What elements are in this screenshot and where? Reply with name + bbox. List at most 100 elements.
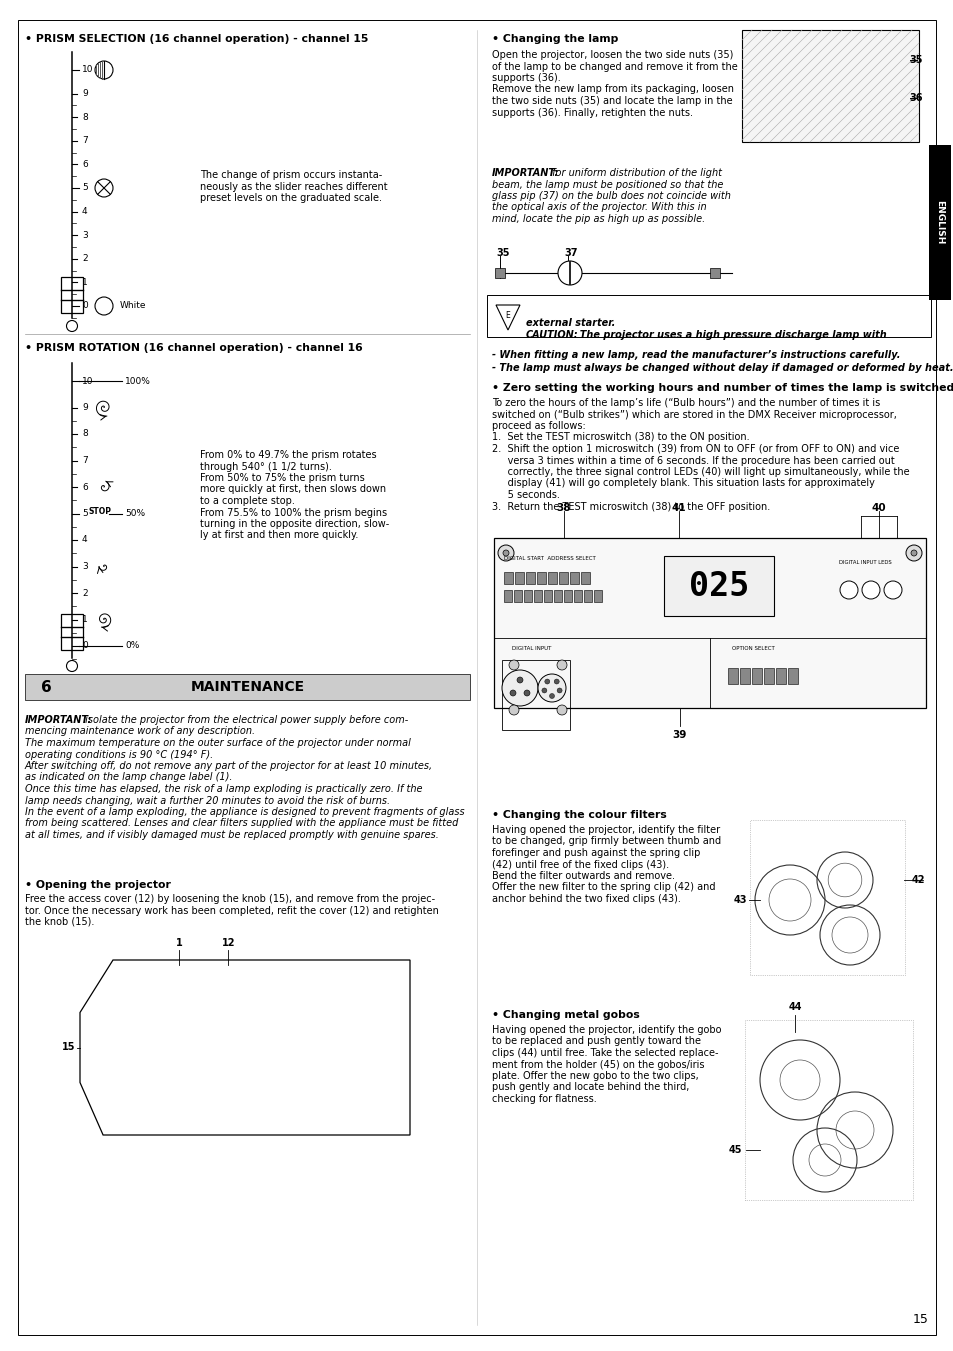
Text: • PRISM SELECTION (16 channel operation) - channel 15: • PRISM SELECTION (16 channel operation)… [25, 34, 368, 45]
Text: 7: 7 [82, 136, 88, 146]
Text: E: E [505, 311, 510, 319]
Text: 100%: 100% [125, 377, 151, 385]
Text: • PRISM ROTATION (16 channel operation) - channel 16: • PRISM ROTATION (16 channel operation) … [25, 343, 362, 353]
Bar [547, 571, 557, 584]
Bar [554, 590, 561, 603]
Text: for uniform distribution of the light: for uniform distribution of the light [548, 168, 721, 178]
Bar [515, 571, 523, 584]
Circle shape [537, 674, 565, 703]
Text: 8: 8 [82, 430, 88, 439]
Text: checking for flatness.: checking for flatness. [492, 1094, 597, 1104]
Text: White: White [120, 301, 147, 311]
Text: Once this time has elapsed, the risk of a lamp exploding is practically zero. If: Once this time has elapsed, the risk of … [25, 784, 422, 794]
Text: The change of prism occurs instanta-
neously as the slider reaches different
pre: The change of prism occurs instanta- neo… [200, 170, 387, 203]
Text: 15: 15 [912, 1313, 928, 1325]
Text: from being scattered. Lenses and clear filters supplied with the appliance must : from being scattered. Lenses and clear f… [25, 819, 457, 828]
Text: 45: 45 [728, 1146, 741, 1155]
Text: 0%: 0% [125, 642, 139, 650]
Bar [501, 661, 569, 730]
Text: turning in the opposite direction, slow-: turning in the opposite direction, slow- [200, 519, 389, 530]
Text: From 75.5% to 100% the prism begins: From 75.5% to 100% the prism begins [200, 508, 387, 517]
Text: 3: 3 [82, 562, 88, 571]
Text: 3: 3 [82, 231, 88, 239]
Circle shape [510, 690, 516, 696]
Text: 025: 025 [688, 570, 748, 603]
Text: 6: 6 [82, 482, 88, 492]
Text: 41: 41 [671, 503, 685, 513]
Circle shape [883, 581, 901, 598]
Bar [503, 590, 512, 603]
Text: to a complete stop.: to a complete stop. [200, 496, 294, 507]
Text: From 0% to 49.7% the prism rotates: From 0% to 49.7% the prism rotates [200, 450, 376, 459]
Circle shape [862, 581, 879, 598]
Text: 6: 6 [82, 159, 88, 169]
Text: The maximum temperature on the outer surface of the projector under normal: The maximum temperature on the outer sur… [25, 738, 411, 748]
Circle shape [557, 688, 561, 693]
Bar [61, 613, 83, 650]
Circle shape [523, 690, 530, 696]
Text: 12: 12 [221, 938, 235, 948]
Text: 9: 9 [82, 89, 88, 99]
Circle shape [558, 261, 581, 285]
Circle shape [549, 693, 554, 698]
Text: mencing maintenance work of any description.: mencing maintenance work of any descript… [25, 727, 254, 736]
Text: MAINTENANCE: MAINTENANCE [191, 680, 304, 694]
Text: The projector uses a high pressure discharge lamp with: The projector uses a high pressure disch… [573, 330, 886, 340]
Text: 35: 35 [496, 249, 509, 258]
Text: 1: 1 [82, 615, 88, 624]
Text: 2: 2 [82, 589, 88, 597]
Text: 2.  Shift the option 1 microswitch (39) from ON to OFF (or from OFF to ON) and v: 2. Shift the option 1 microswitch (39) f… [492, 444, 899, 454]
Text: switched on (“Bulb strikes”) which are stored in the DMX Receiver microprocessor: switched on (“Bulb strikes”) which are s… [492, 409, 896, 420]
Bar [569, 571, 578, 584]
Bar [543, 590, 552, 603]
Text: external starter.: external starter. [525, 319, 615, 328]
Bar [486, 295, 930, 336]
Text: 1: 1 [82, 278, 88, 286]
Text: • Zero setting the working hours and number of times the lamp is switched on: • Zero setting the working hours and num… [492, 382, 953, 393]
Bar [61, 277, 83, 313]
Bar [558, 571, 567, 584]
Text: more quickly at first, then slows down: more quickly at first, then slows down [200, 485, 386, 494]
Bar [744, 1020, 912, 1200]
Text: Having opened the projector, identify the gobo: Having opened the projector, identify th… [492, 1025, 720, 1035]
Bar [663, 557, 773, 616]
Text: versa 3 times within a time of 6 seconds. If the procedure has been carried out: versa 3 times within a time of 6 seconds… [492, 455, 894, 466]
Text: (42) until free of the fixed clips (43).: (42) until free of the fixed clips (43). [492, 859, 668, 870]
Text: Free the access cover (12) by loosening the knob (15), and remove from the proje: Free the access cover (12) by loosening … [25, 894, 435, 904]
Text: the knob (15).: the knob (15). [25, 917, 94, 927]
Bar [741, 30, 918, 142]
Text: 38: 38 [557, 503, 571, 513]
Text: of the lamp to be changed and remove it from the: of the lamp to be changed and remove it … [492, 62, 737, 72]
Text: • Changing the lamp: • Changing the lamp [492, 34, 618, 45]
Text: 43: 43 [733, 894, 746, 905]
Text: - When fitting a new lamp, read the manufacturer’s instructions carefully.: - When fitting a new lamp, read the manu… [492, 350, 900, 359]
Text: 4: 4 [82, 535, 88, 544]
Text: to be changed, grip firmly between thumb and: to be changed, grip firmly between thumb… [492, 836, 720, 847]
Text: push gently and locate behind the third,: push gently and locate behind the third, [492, 1082, 689, 1093]
Text: mind, locate the pip as high up as possible.: mind, locate the pip as high up as possi… [492, 213, 704, 224]
Circle shape [905, 544, 921, 561]
Text: operating conditions is 90 °C (194° F).: operating conditions is 90 °C (194° F). [25, 750, 213, 759]
Text: Remove the new lamp from its packaging, loosen: Remove the new lamp from its packaging, … [492, 85, 733, 95]
Text: 1: 1 [175, 938, 182, 948]
Bar [751, 667, 761, 684]
Text: 44: 44 [787, 1002, 801, 1012]
Text: STOP: STOP [89, 507, 112, 516]
Text: To zero the hours of the lamp’s life (“Bulb hours”) and the number of times it i: To zero the hours of the lamp’s life (“B… [492, 399, 880, 408]
Text: 50%: 50% [125, 509, 145, 517]
Bar [537, 571, 545, 584]
Text: 42: 42 [910, 875, 924, 885]
Circle shape [95, 297, 112, 315]
Bar [523, 590, 532, 603]
Circle shape [497, 544, 514, 561]
Bar [928, 145, 950, 300]
Bar [534, 590, 541, 603]
Text: 37: 37 [563, 249, 577, 258]
Circle shape [509, 661, 518, 670]
Text: 0: 0 [82, 642, 88, 650]
Text: 0: 0 [82, 301, 88, 311]
Text: lamp needs changing, wait a further 20 minutes to avoid the risk of burns.: lamp needs changing, wait a further 20 m… [25, 796, 390, 805]
Text: 35: 35 [908, 55, 923, 65]
Bar [775, 667, 785, 684]
Text: 6: 6 [41, 680, 51, 694]
